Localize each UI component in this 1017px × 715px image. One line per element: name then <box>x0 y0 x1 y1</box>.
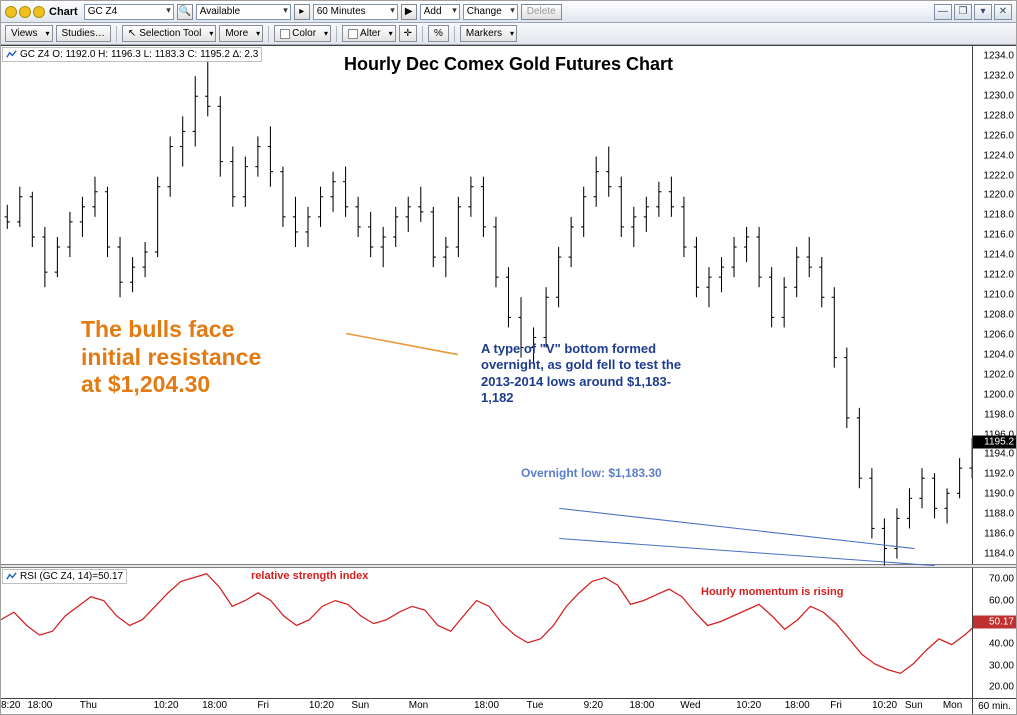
price-header[interactable]: GC Z4 O: 1192.0 H: 1196.3 L: 1183.3 C: 1… <box>2 47 262 62</box>
toolbar: Views Studies… ↖Selection Tool More Colo… <box>1 23 1016 45</box>
chart-container: GC Z4 O: 1192.0 H: 1196.3 L: 1183.3 C: 1… <box>1 45 1016 714</box>
time-axis: 60 min. 8:2018:00Thu10:2018:00Fri10:20Su… <box>1 698 1016 714</box>
alter-button[interactable]: Alter <box>342 25 396 42</box>
price-plot[interactable]: 1184.01186.01188.01190.01192.01194.01196… <box>1 46 1016 564</box>
play-icon[interactable]: ▸ <box>294 4 310 20</box>
annotation-v-bottom: A type of "V" bottom formed overnight, a… <box>481 341 801 406</box>
color-button[interactable]: Color <box>274 25 331 42</box>
price-yaxis: 1184.01186.01188.01190.01192.01194.01196… <box>972 46 1016 564</box>
price-panel: GC Z4 O: 1192.0 H: 1196.3 L: 1183.3 C: 1… <box>1 46 1016 564</box>
chart-icon <box>6 571 17 582</box>
delete-button[interactable]: Delete <box>521 4 562 20</box>
selection-tool-button[interactable]: ↖Selection Tool <box>122 25 216 42</box>
studies-button[interactable]: Studies… <box>56 25 111 42</box>
titlebar: Chart GC Z4 🔍 Available ▸ 60 Minutes ▶ A… <box>1 1 1016 23</box>
dropdown-icon[interactable]: ▾ <box>974 4 992 20</box>
rsi-title: relative strength index <box>251 570 368 582</box>
chart-title: Hourly Dec Comex Gold Futures Chart <box>344 54 673 75</box>
availability-dropdown[interactable]: Available <box>196 4 291 20</box>
chain-icon <box>5 6 17 18</box>
markers-button[interactable]: Markers <box>460 25 517 42</box>
app-window: Chart GC Z4 🔍 Available ▸ 60 Minutes ▶ A… <box>0 0 1017 715</box>
more-button[interactable]: More <box>219 25 263 42</box>
chain-icon <box>19 6 31 18</box>
change-dropdown[interactable]: Change <box>463 4 518 20</box>
minimize-icon[interactable]: — <box>934 4 952 20</box>
go-icon[interactable]: ▶ <box>401 4 417 20</box>
interval-label: 60 min. <box>972 699 1016 714</box>
close-icon[interactable]: ✕ <box>994 4 1012 20</box>
rsi-header[interactable]: RSI (GC Z4, 14)=50.17 <box>2 569 127 584</box>
crosshair-icon[interactable]: ✛ <box>399 25 417 42</box>
symbol-dropdown[interactable]: GC Z4 <box>84 4 174 20</box>
annotation-resistance: The bulls face initial resistance at $1,… <box>81 316 261 399</box>
annotation-low: Overnight low: $1,183.30 <box>521 466 662 480</box>
window-title: Chart <box>49 6 78 18</box>
rsi-plot[interactable]: 20.0030.0040.0050.0060.0070.0050.17 <box>1 568 1016 698</box>
views-button[interactable]: Views <box>5 25 53 42</box>
search-icon[interactable]: 🔍 <box>177 4 193 20</box>
percent-button[interactable]: % <box>428 25 449 42</box>
rsi-yaxis: 20.0030.0040.0050.0060.0070.0050.17 <box>972 568 1016 698</box>
rsi-momentum-label: Hourly momentum is rising <box>701 586 843 598</box>
rsi-panel: RSI (GC Z4, 14)=50.17 relative strength … <box>1 568 1016 698</box>
add-dropdown[interactable]: Add <box>420 4 460 20</box>
maximize-icon[interactable]: ❐ <box>954 4 972 20</box>
chart-icon <box>6 49 17 60</box>
chain-icon <box>33 6 45 18</box>
interval-dropdown[interactable]: 60 Minutes <box>313 4 398 20</box>
